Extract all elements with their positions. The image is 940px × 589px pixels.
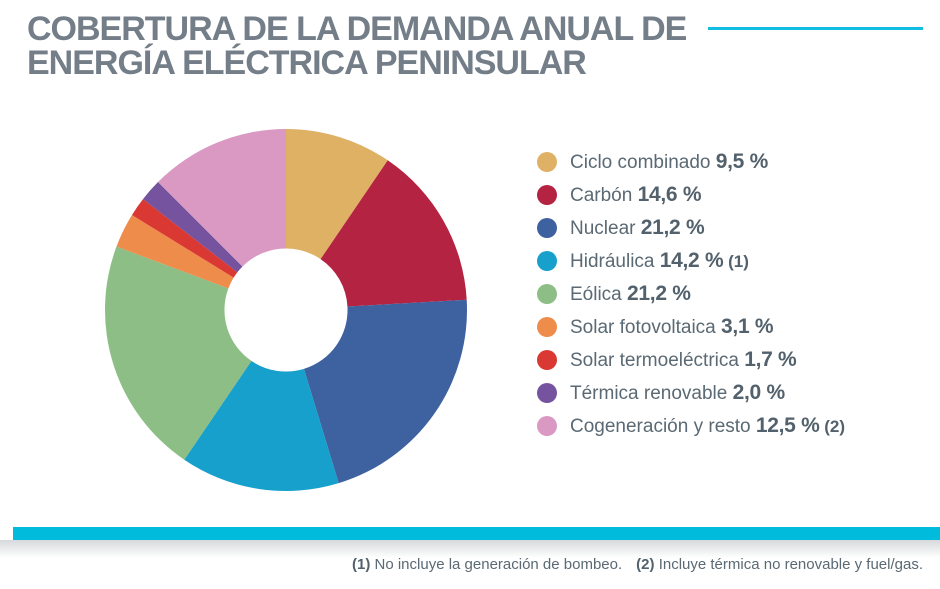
- legend-text: Eólica 21,2 %: [570, 282, 691, 306]
- donut-segment-hidr-ulica: [184, 360, 339, 492]
- legend-text: Ciclo combinado 9,5 %: [570, 150, 768, 174]
- legend-footnote-marker: (1): [723, 252, 749, 272]
- donut-segment-ciclo-combinado: [286, 129, 388, 260]
- legend-label: Ciclo combinado: [570, 152, 716, 174]
- page-title: COBERTURA DE LA DEMANDA ANUAL DE ENERGÍA…: [27, 10, 687, 82]
- legend-label: Eólica: [570, 284, 628, 305]
- legend-text: Carbón 14,6 %: [570, 183, 702, 207]
- chart-legend: Ciclo combinado 9,5 % Carbón 14,6 % Nuclea…: [537, 146, 845, 442]
- legend-text: Térmica renovable 2,0 %: [570, 381, 785, 405]
- donut-segment-solar-termoel-ctrica: [131, 199, 238, 278]
- header-accent-line: [708, 27, 923, 30]
- footnotes: (1) No incluye la generación de bombeo.(…: [352, 556, 923, 573]
- legend-value: 3,1 %: [721, 314, 774, 338]
- legend-text: Cogeneración y resto 12,5 % (2): [570, 414, 845, 438]
- footnote-1-text: No incluye la generación de bombeo.: [374, 556, 623, 573]
- footnote-2-text: Incluye térmica no renovable y fuel/gas.: [658, 556, 923, 573]
- footer-shadow: [0, 540, 940, 558]
- legend-value: 14,6 %: [637, 183, 702, 207]
- legend-color-dot: [537, 382, 557, 403]
- legend-item: Cogeneración y resto 12,5 % (2): [537, 409, 845, 442]
- legend-item: Nuclear 21,2 %: [537, 212, 845, 245]
- legend-value: 1,7 %: [744, 347, 797, 371]
- donut-chart-svg: [104, 129, 468, 492]
- legend-label: Carbón: [570, 185, 638, 207]
- legend-color-dot: [537, 185, 557, 206]
- legend-label: Cogeneración y resto: [570, 415, 756, 437]
- donut-segment-cogeneraci-n-y-resto: [158, 129, 286, 267]
- footer-accent-bar: [13, 527, 940, 540]
- legend-value: 14,2 %: [659, 249, 724, 273]
- legend-footnote-marker: (2): [819, 416, 845, 436]
- legend-value: 9,5 %: [715, 150, 769, 174]
- footnote-2: (2) Incluye térmica no renovable y fuel/…: [636, 556, 923, 573]
- legend-item: Hidráulica 14,2 % (1): [537, 245, 845, 278]
- legend-label: Hidráulica: [570, 251, 660, 273]
- legend-label: Solar fotovoltaica: [570, 316, 722, 338]
- legend-label: Solar termoeléctrica: [570, 349, 745, 371]
- donut-chart: [96, 120, 476, 500]
- legend-color-dot: [537, 284, 557, 304]
- page-title-line-1: COBERTURA DE LA DEMANDA ANUAL DE: [27, 10, 687, 48]
- legend-text: Solar termoeléctrica 1,7 %: [570, 347, 797, 372]
- legend-item: Solar fotovoltaica 3,1 %: [537, 310, 845, 343]
- legend-color-dot: [537, 316, 557, 337]
- legend-item: Eólica 21,2 %: [537, 278, 845, 311]
- legend-color-dot: [537, 251, 557, 272]
- legend-color-dot: [537, 218, 557, 239]
- legend-value: 21,2 %: [640, 216, 705, 240]
- legend-item: Carbón 14,6 %: [537, 179, 845, 212]
- legend-value: 21,2 %: [627, 282, 691, 305]
- legend-text: Nuclear 21,2 %: [570, 216, 705, 240]
- legend-item: Térmica renovable 2,0 %: [537, 376, 845, 409]
- legend-label: Térmica renovable: [570, 382, 733, 404]
- donut-segment-solar-fotovoltaica: [116, 214, 234, 289]
- legend-color-dot: [537, 349, 557, 370]
- donut-segment-t-rmica-renovable: [142, 182, 243, 273]
- legend-value: 12,5 %: [755, 413, 820, 437]
- footnote-1: (1) No incluye la generación de bombeo.: [352, 556, 622, 573]
- donut-segment-e-lica: [104, 246, 252, 460]
- legend-value: 2,0 %: [732, 380, 786, 404]
- footnote-2-marker: (2): [636, 556, 655, 573]
- legend-item: Solar termoeléctrica 1,7 %: [537, 343, 845, 376]
- legend-label: Nuclear: [570, 218, 641, 240]
- legend-text: Solar fotovoltaica 3,1 %: [570, 314, 774, 339]
- legend-text: Hidráulica 14,2 % (1): [570, 249, 749, 273]
- page-title-line-2: ENERGÍA ELÉCTRICA PENINSULAR: [27, 44, 587, 82]
- donut-segment-nuclear: [303, 299, 468, 484]
- legend-color-dot: [537, 415, 557, 436]
- donut-segment-carb-n: [320, 160, 467, 307]
- footnote-1-marker: (1): [351, 556, 371, 573]
- legend-color-dot: [537, 152, 557, 173]
- legend-item: Ciclo combinado 9,5 %: [537, 146, 845, 179]
